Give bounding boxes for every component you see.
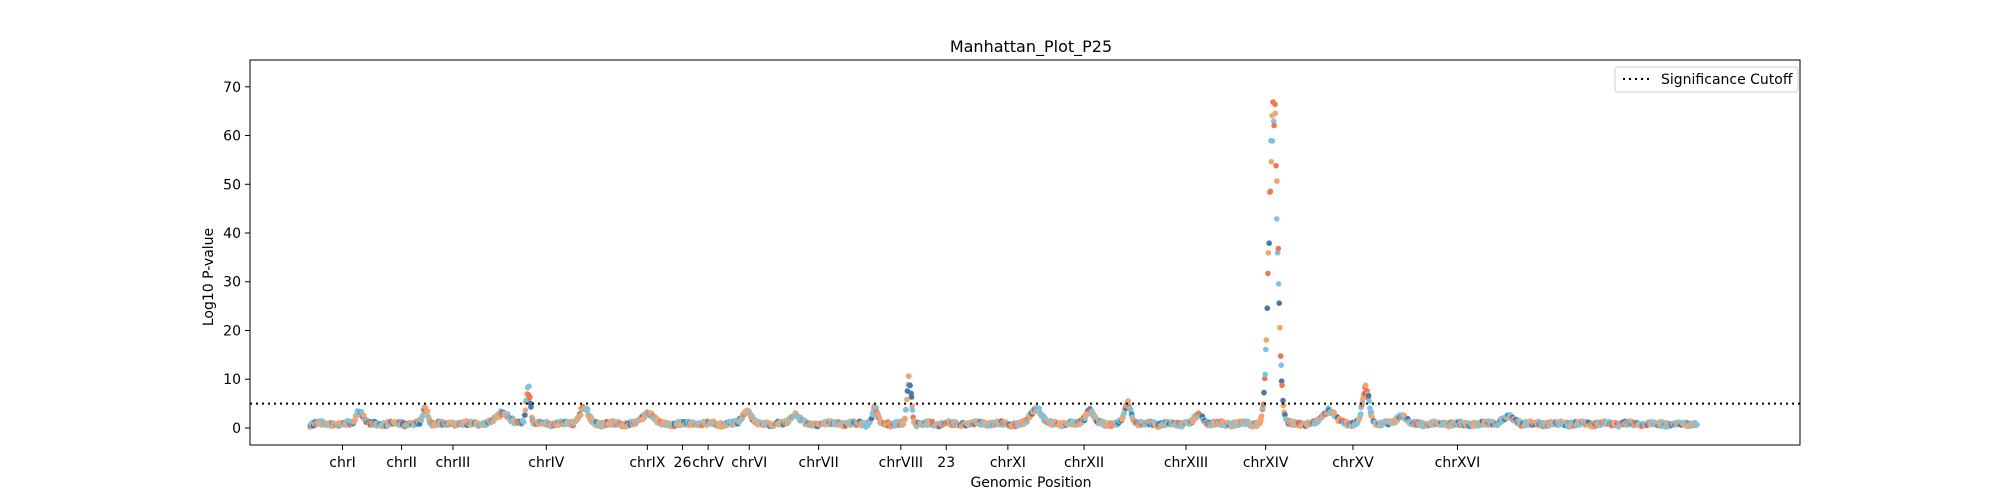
y-tick-label: 40 [223,226,241,242]
snp-point [1269,138,1276,144]
snp-point [1258,413,1265,419]
snp-point [522,407,529,414]
snp-point [1262,375,1268,382]
snp-point [526,383,532,390]
x-tick-label: chrVI [731,455,767,471]
snp-point [900,421,907,427]
snp-point [1275,281,1282,287]
snp-point [1368,409,1375,416]
snp-point [522,412,528,418]
snp-point [903,406,909,413]
snp-point [1362,382,1369,389]
y-tick-label: 50 [223,177,241,193]
snp-point [1273,162,1279,169]
snp-point [528,404,534,410]
y-tick-label: 70 [223,80,241,96]
x-axis: chrI chrII chrIII chrIV chrIX 26 chrV chrVI chrV… [329,445,1480,471]
plot-frame [249,59,1801,446]
snp-point [584,408,591,414]
x-tick-label: chrXI [990,455,1026,471]
snp-point [1258,417,1264,424]
x-tick-label: chrII [386,455,417,471]
x-tick-label: chrXIV [1243,455,1289,471]
x-tick-label: chrXIII [1164,455,1208,471]
y-tick-label: 0 [232,421,241,437]
snp-point [1272,101,1278,108]
y-tick-label: 60 [223,129,241,145]
snp-point [1263,337,1270,343]
snp-point [520,419,527,426]
snp-point [1261,389,1267,396]
y-axis: 0 10 20 30 40 50 60 70 [223,80,250,437]
y-tick-label: 30 [223,275,241,291]
snp-point [1274,250,1281,256]
snp-point [1278,378,1285,385]
snp-point [902,415,908,422]
snp-point [1270,118,1277,124]
snp-point [352,417,358,424]
snp-point [1277,324,1283,331]
x-tick-label: chrXII [1064,455,1104,471]
snp-point [1265,270,1271,277]
snp-point [1275,245,1282,252]
snp-point [906,373,912,380]
snp-point [424,408,431,415]
legend: Significance Cutoff [1614,66,1799,93]
snp-point [1271,122,1277,129]
snp-point [1279,382,1285,389]
snp-point [1365,392,1372,399]
x-axis-label: Genomic Position [970,475,1091,491]
snp-point [908,394,915,400]
snp-point [1263,346,1269,353]
x-tick-label: chrIX [629,455,665,471]
snp-point [578,412,584,418]
snp-point [1694,421,1700,428]
data-points [307,99,1700,430]
snp-point [527,394,533,400]
x-tick-label: chrV [692,455,724,471]
snp-point [1358,411,1364,417]
legend-box [1614,66,1799,93]
x-tick-label: 23 [937,455,955,471]
snp-point [1280,397,1286,404]
x-tick-label: 26 [674,455,692,471]
chart-title: Manhattan_Plot_P25 [950,37,1112,57]
snp-point [1274,178,1280,184]
snp-point [1125,398,1131,404]
x-tick-label: chrVII [799,455,839,471]
x-tick-label: chrIII [436,455,471,471]
y-tick-label: 20 [223,323,241,339]
x-tick-label: chrXV [1332,455,1374,471]
x-tick-label: chrIV [528,455,564,471]
snp-point [1278,362,1284,369]
snp-point [1265,250,1272,256]
snp-point [1264,305,1271,312]
snp-point [1272,110,1279,117]
snp-point [907,382,913,389]
x-tick-label: chrXVI [1435,455,1481,471]
snp-point [1262,371,1268,378]
snp-point [1267,188,1274,195]
snp-point [904,396,910,403]
legend-label: Significance Cutoff [1661,72,1793,88]
snp-point [1277,353,1284,359]
snp-point [873,405,879,411]
y-axis-label: Log10 P-value [201,228,217,326]
x-tick-label: chrVIII [879,455,923,471]
snp-point [1266,240,1272,246]
snp-point [909,407,916,413]
snp-point [420,412,426,419]
snp-point [1276,300,1282,307]
x-tick-label: chrI [329,455,355,471]
snp-point [1268,158,1275,165]
y-tick-label: 10 [223,372,241,388]
snp-point [1273,216,1280,222]
